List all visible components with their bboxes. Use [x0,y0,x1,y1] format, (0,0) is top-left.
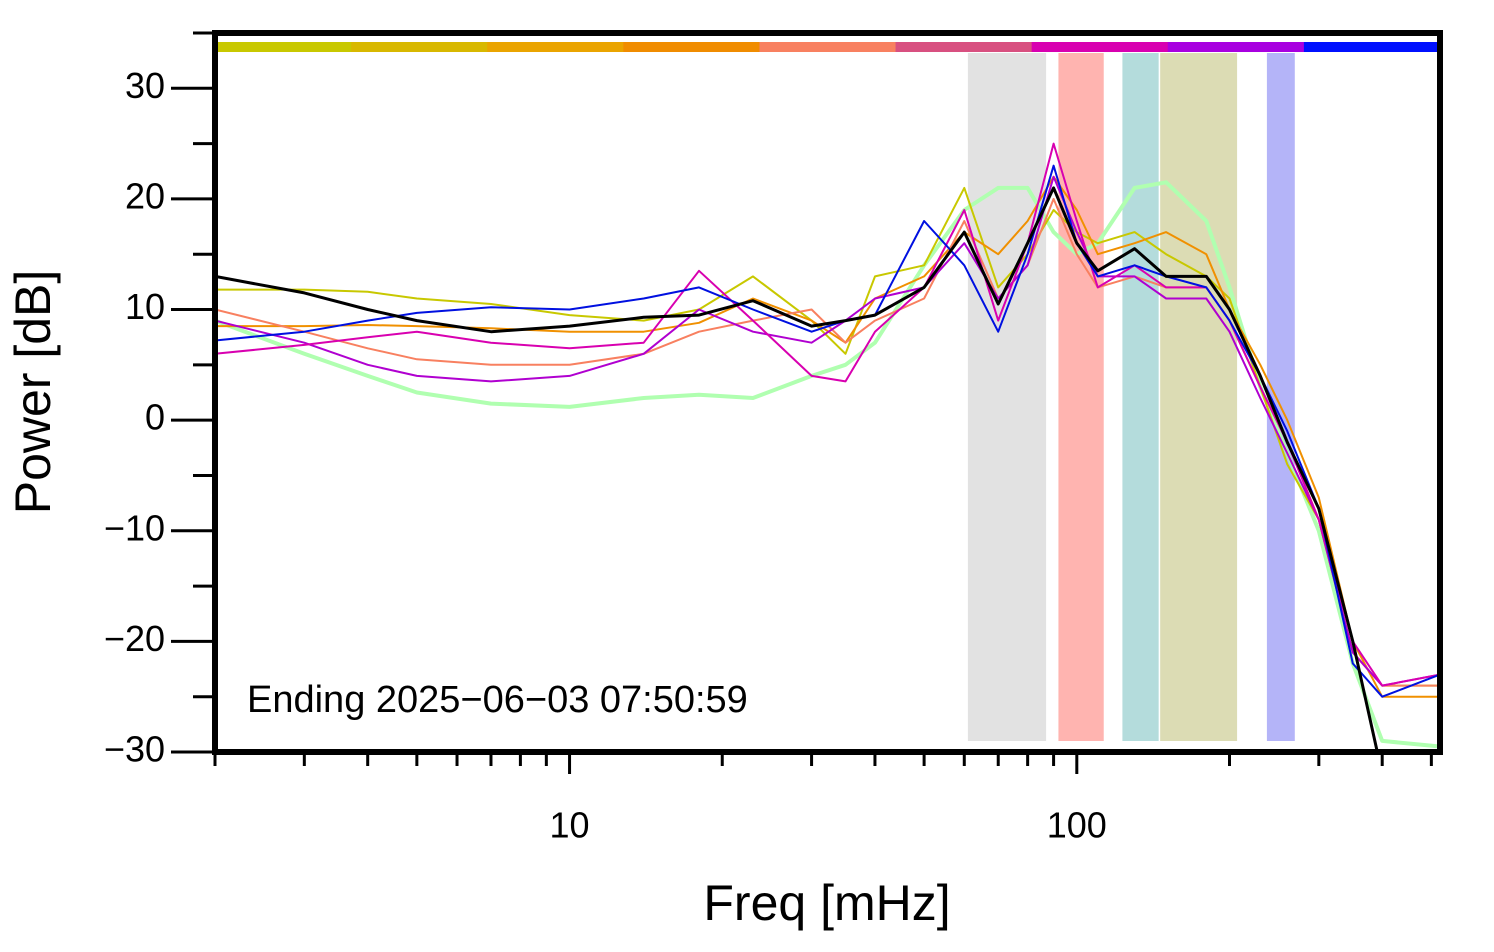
frame [212,30,1443,755]
x-tick-label: 100 [1047,805,1107,846]
color-scale [215,42,1441,52]
color-scale-segment [351,42,488,52]
y-tick-label: −30 [104,729,165,770]
bands [967,53,1295,741]
band [1160,53,1238,741]
band [1122,53,1159,741]
series-line [215,180,1440,749]
series-line [215,197,1440,687]
color-scale-segment [895,42,1033,52]
x-tick-label: 10 [550,805,590,846]
y-tick-label: 30 [125,65,165,106]
band [967,53,1047,741]
y-tick-label: −10 [104,507,165,548]
y-tick-label: 10 [125,286,165,327]
color-scale-segment [759,42,897,52]
x-axis-label: Freq [mHz] [703,875,950,931]
band [1058,53,1104,741]
color-scale-segment [1167,42,1305,52]
y-tick-label: −20 [104,618,165,659]
axes: −30 −20 −10 0 10 20 30 10 100 [104,31,1433,846]
lines [215,142,1440,752]
series-line [215,186,1440,687]
series-line [215,186,1379,752]
series-line [215,175,1440,687]
series-line [215,142,1440,687]
y-tick-label: 0 [145,397,165,438]
y-axis-label: Power [dB] [5,270,61,515]
color-scale-segment [1303,42,1441,52]
color-scale-segment [487,42,624,52]
y-tick-label: 20 [125,175,165,216]
color-scale-segment [215,42,352,52]
color-scale-segment [1031,42,1169,52]
series-line [215,164,1440,698]
color-scale-segment [623,42,760,52]
series-line [215,175,1440,698]
annotation: Ending 2025−06−03 07:50:59 [247,679,748,721]
